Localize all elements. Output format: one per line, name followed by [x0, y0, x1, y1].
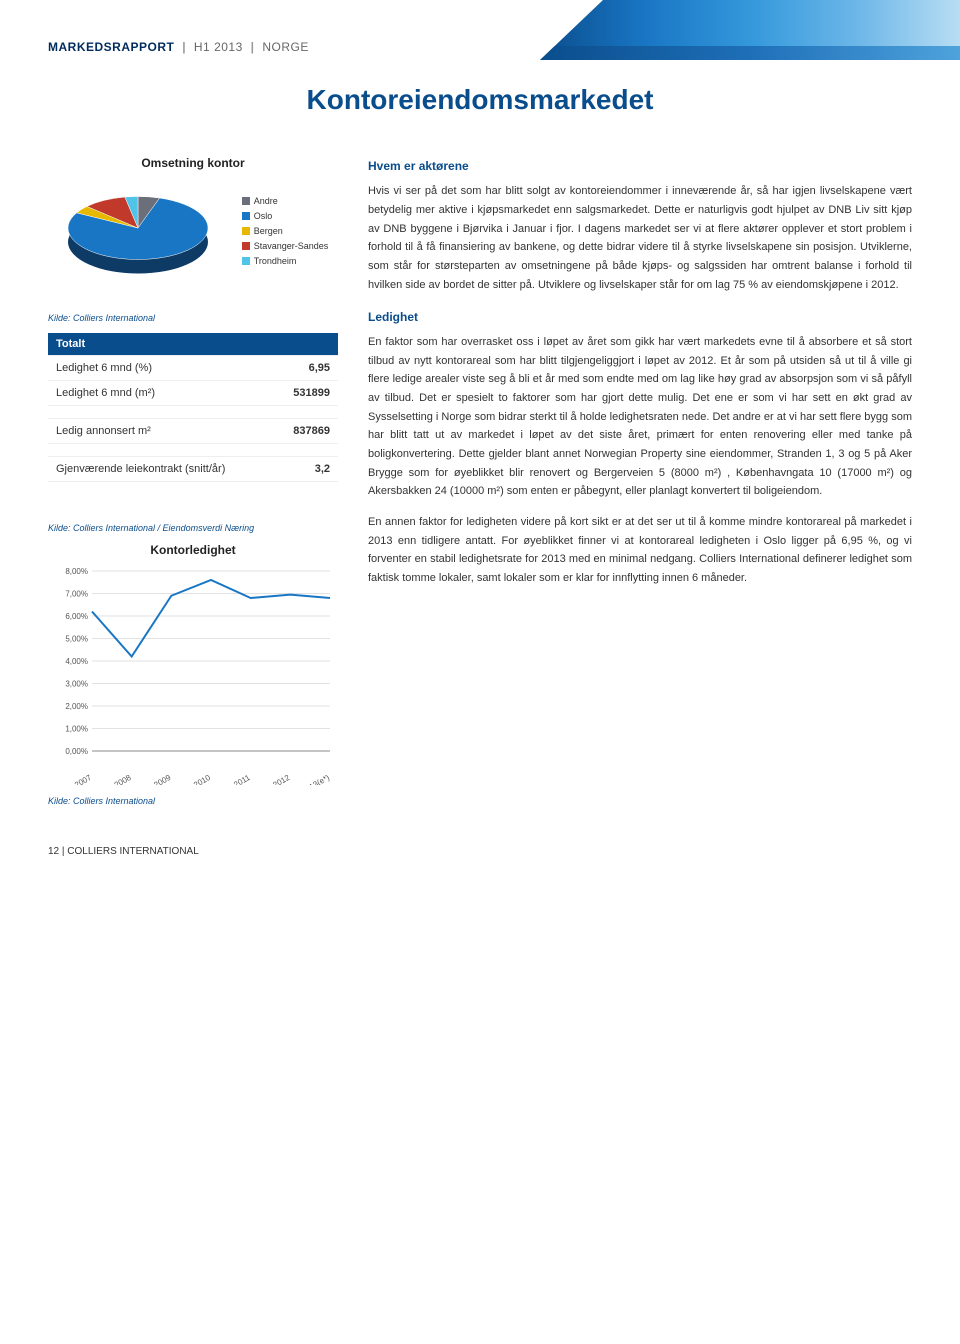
legend-item: Andre — [242, 196, 329, 206]
table-source: Kilde: Colliers International — [48, 313, 338, 323]
svg-text:2007: 2007 — [73, 773, 93, 785]
svg-text:2,00%: 2,00% — [65, 702, 88, 711]
pie-chart: Omsetning kontor Andre Oslo Bergen Stavange… — [48, 156, 338, 288]
svg-text:0,00%: 0,00% — [65, 747, 88, 756]
svg-text:2009: 2009 — [152, 773, 172, 785]
legend-label: Bergen — [254, 226, 283, 236]
table-cell-label: Ledighet 6 mnd (%) — [48, 355, 274, 380]
legend-swatch — [242, 257, 250, 265]
legend-item: Bergen — [242, 226, 329, 236]
table-cell-value: 837869 — [274, 418, 338, 443]
table-cell-value: 6,95 — [274, 355, 338, 380]
svg-text:2010: 2010 — [192, 773, 212, 785]
legend-swatch — [242, 227, 250, 235]
header-report: MARKEDSRAPPORT — [48, 40, 174, 54]
section2-heading: Ledighet — [368, 307, 912, 327]
line-chart-source: Kilde: Colliers International / Eiendoms… — [48, 523, 338, 533]
section1-body: Hvis vi ser på det som har blitt solgt a… — [368, 182, 912, 294]
legend-item: Stavanger-Sandes — [242, 241, 329, 251]
table-cell-value: 531899 — [274, 380, 338, 405]
pie-chart-title: Omsetning kontor — [48, 156, 338, 170]
section2-body2: En annen faktor for ledigheten videre på… — [368, 513, 912, 588]
footer-source: Kilde: Colliers International — [48, 796, 338, 806]
svg-text:6,00%: 6,00% — [65, 612, 88, 621]
legend-label: Andre — [254, 196, 278, 206]
svg-text:2008: 2008 — [113, 773, 133, 785]
svg-text:2012: 2012 — [271, 773, 291, 785]
legend-swatch — [242, 212, 250, 220]
svg-text:5,00%: 5,00% — [65, 635, 88, 644]
legend-item: Oslo — [242, 211, 329, 221]
header-period: H1 2013 — [194, 40, 243, 54]
legend-swatch — [242, 197, 250, 205]
table-row: Gjenværende leiekontrakt (snitt/år)3,2 — [48, 456, 338, 481]
section1-heading: Hvem er aktørene — [368, 156, 912, 176]
table-cell-label: Gjenværende leiekontrakt (snitt/år) — [48, 456, 274, 481]
svg-text:7,00%: 7,00% — [65, 590, 88, 599]
legend-label: Trondheim — [254, 256, 297, 266]
legend-label: Stavanger-Sandes — [254, 241, 329, 251]
line-chart: Kilde: Colliers International / Eiendoms… — [48, 523, 338, 790]
svg-text:3,00%: 3,00% — [65, 680, 88, 689]
line-chart-svg: 0,00% 1,00% 2,00% 3,00% 4,00% 5,00% 6,00% 7,00%… — [48, 565, 338, 785]
table-cell-label: Ledighet 6 mnd (m²) — [48, 380, 274, 405]
section2-body1: En faktor som har overrasket oss i løpet… — [368, 333, 912, 501]
header-banner — [540, 0, 960, 60]
table-header: Totalt — [48, 333, 338, 356]
table-row: Ledighet 6 mnd (m²)531899 — [48, 380, 338, 405]
summary-table: Totalt Ledighet 6 mnd (%)6,95Ledighet 6 … — [48, 333, 338, 482]
pie-legend: Andre Oslo Bergen Stavanger-Sandes Trondheim — [242, 196, 329, 271]
table-row: Ledig annonsert m²837869 — [48, 418, 338, 443]
page-title: Kontoreiendomsmarkedet — [48, 84, 912, 116]
svg-text:1,00%: 1,00% — [65, 725, 88, 734]
line-chart-title: Kontorledighet — [48, 543, 338, 557]
pie-chart-svg — [58, 178, 228, 288]
svg-text:8,00%: 8,00% — [65, 567, 88, 576]
svg-text:4,00%: 4,00% — [65, 657, 88, 666]
svg-text:2013(e*): 2013(e*) — [300, 773, 331, 785]
table-cell-value: 3,2 — [274, 456, 338, 481]
legend-swatch — [242, 242, 250, 250]
svg-text:2011: 2011 — [232, 773, 252, 785]
table-cell-label: Ledig annonsert m² — [48, 418, 274, 443]
header-country: NORGE — [262, 40, 309, 54]
table-row: Ledighet 6 mnd (%)6,95 — [48, 355, 338, 380]
footer-page: 12 | COLLIERS INTERNATIONAL — [48, 846, 912, 857]
legend-label: Oslo — [254, 211, 273, 221]
legend-item: Trondheim — [242, 256, 329, 266]
